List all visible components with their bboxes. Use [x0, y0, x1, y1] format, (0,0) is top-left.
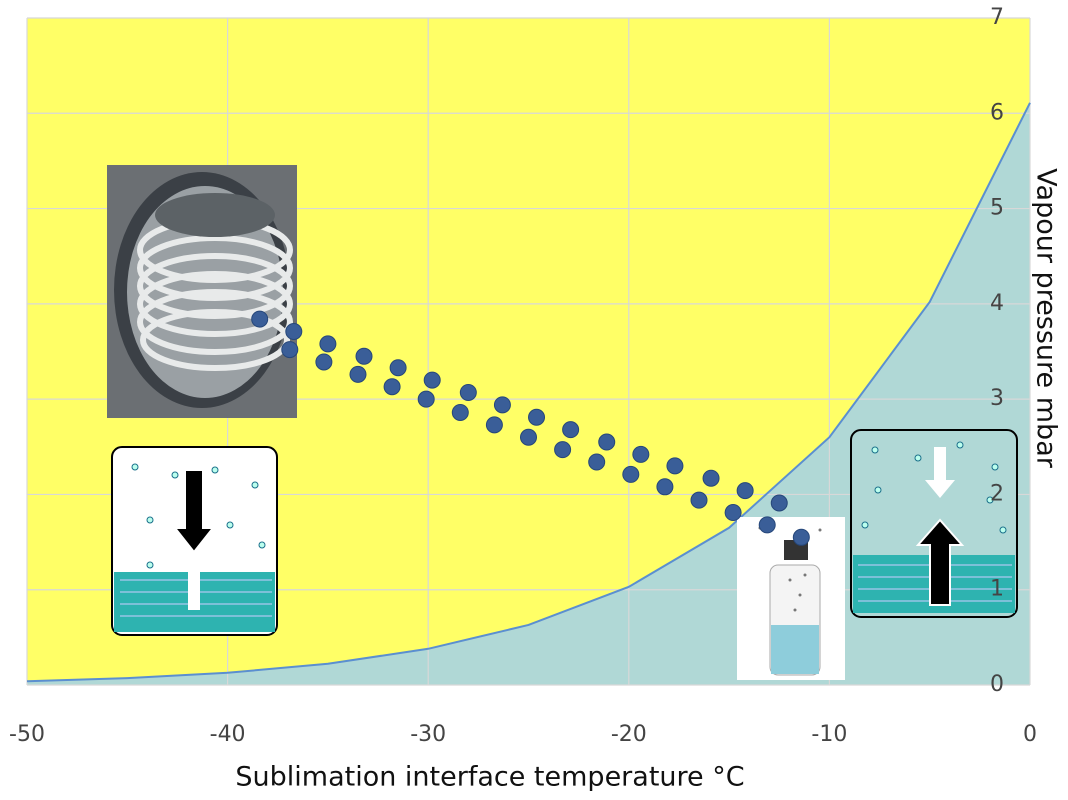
bead [418, 391, 434, 407]
bead [623, 466, 639, 482]
bead [703, 470, 719, 486]
bead [529, 409, 545, 425]
vial [737, 517, 845, 680]
y-tick-label: 0 [990, 672, 1004, 697]
y-tick-label: 6 [990, 100, 1004, 125]
bead [691, 492, 707, 508]
bead [589, 454, 605, 470]
y-tick-label: 4 [990, 291, 1004, 316]
bead [725, 505, 741, 521]
bead [667, 458, 683, 474]
y-tick-label: 1 [990, 577, 1004, 602]
x-tick-label: 0 [1023, 722, 1037, 747]
coil-photo [107, 165, 297, 418]
left-diagram [112, 447, 277, 635]
x-tick-label: -10 [811, 722, 847, 747]
x-tick-label: -50 [9, 722, 45, 747]
bead [521, 429, 537, 445]
y-tick-label: 3 [990, 386, 1004, 411]
chart: Sublimation interface temperature °C Vap… [0, 0, 1068, 800]
bead [793, 529, 809, 545]
bead [316, 354, 332, 370]
y-tick-label: 2 [990, 481, 1004, 506]
bead [350, 366, 366, 382]
photo-top [155, 193, 275, 237]
bead [486, 417, 502, 433]
y-tick-label: 7 [990, 5, 1004, 30]
x-tick-label: -20 [611, 722, 647, 747]
bead [320, 336, 336, 352]
x-tick-label: -30 [410, 722, 446, 747]
x-tick-label: -40 [210, 722, 246, 747]
bead [356, 348, 372, 364]
bead [424, 372, 440, 388]
bead [384, 379, 400, 395]
bead [390, 360, 406, 376]
bead [494, 397, 510, 413]
bead [460, 384, 476, 400]
bead [599, 434, 615, 450]
bead [737, 483, 753, 499]
bead [563, 422, 579, 438]
bead [282, 342, 298, 358]
bead [633, 446, 649, 462]
y-axis-label: Vapour pressure mbar [1031, 168, 1062, 469]
bead [771, 495, 787, 511]
bead [759, 517, 775, 533]
y-tick-label: 5 [990, 196, 1004, 221]
bead [252, 311, 268, 327]
x-axis-label: Sublimation interface temperature °C [235, 762, 744, 793]
bead [555, 442, 571, 458]
bead [452, 404, 468, 420]
bead [286, 323, 302, 339]
bead [657, 479, 673, 495]
